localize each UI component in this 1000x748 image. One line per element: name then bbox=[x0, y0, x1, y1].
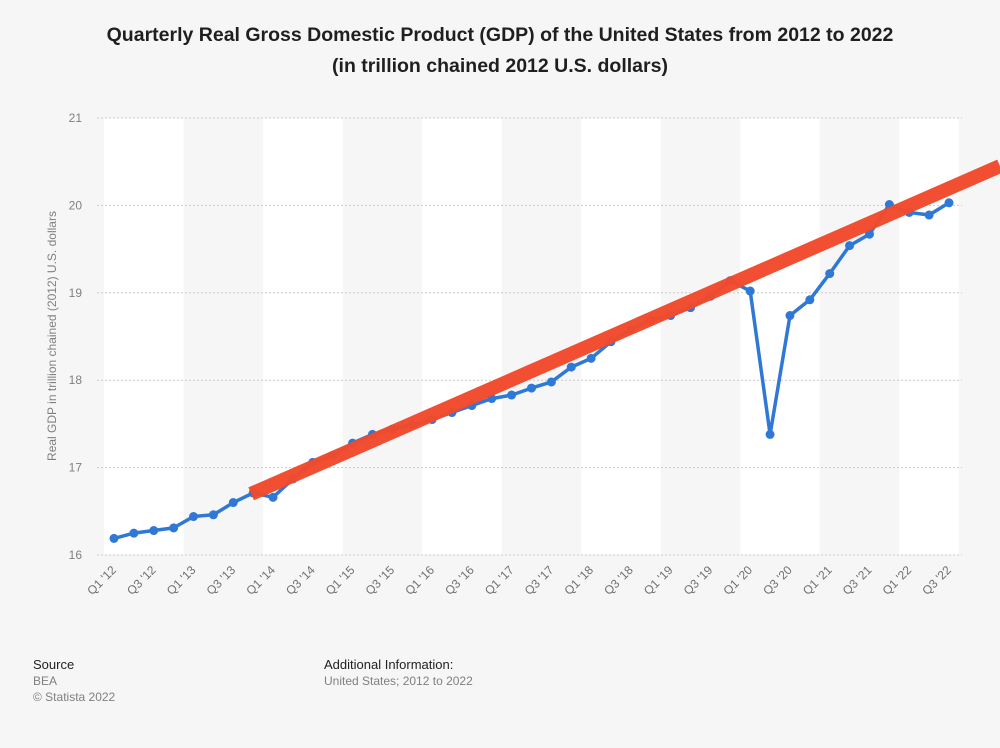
data-point bbox=[149, 526, 159, 536]
additional-info-heading: Additional Information: bbox=[324, 657, 454, 672]
source-block: Source BEA © Statista 2022 bbox=[33, 657, 115, 705]
data-point bbox=[825, 269, 835, 279]
chart-title-line-2: (in trillion chained 2012 U.S. dollars) bbox=[332, 55, 668, 77]
data-point bbox=[169, 523, 179, 533]
data-point bbox=[586, 353, 596, 363]
data-point bbox=[805, 295, 815, 305]
data-point bbox=[527, 383, 536, 393]
x-tick-label: Q1 '19 bbox=[641, 563, 676, 598]
trend-line bbox=[248, 159, 1000, 501]
x-tick-label: Q3 '21 bbox=[840, 563, 875, 598]
x-tick-label: Q1 '22 bbox=[880, 563, 915, 598]
data-point bbox=[208, 510, 218, 520]
y-tick-label: 18 bbox=[69, 373, 83, 387]
x-tick-label: Q3 '17 bbox=[522, 563, 557, 598]
additional-info-value: United States; 2012 to 2022 bbox=[324, 674, 473, 688]
data-point bbox=[785, 311, 795, 321]
data-point bbox=[845, 241, 855, 251]
data-point bbox=[189, 512, 199, 522]
x-tick-label: Q1 '20 bbox=[721, 563, 756, 598]
x-tick-label: Q3 '13 bbox=[204, 563, 239, 598]
x-tick-label: Q1 '17 bbox=[482, 563, 517, 598]
data-point bbox=[924, 210, 934, 220]
data-point bbox=[745, 286, 755, 296]
x-axis-ticks: Q1 '12 Q3 '12 Q1 '13 Q3 '13 Q1 '14 Q3 '14 Q1 '… bbox=[84, 563, 954, 598]
data-point bbox=[864, 229, 874, 239]
x-tick-label: Q1 '18 bbox=[561, 563, 596, 598]
plot-bands bbox=[97, 118, 962, 555]
data-point bbox=[566, 362, 576, 372]
x-tick-label: Q3 '12 bbox=[124, 563, 159, 598]
x-tick-label: Q3 '19 bbox=[681, 563, 716, 598]
additional-info-block: Additional Information: United States; 2… bbox=[324, 657, 473, 689]
x-tick-label: Q1 '15 bbox=[323, 563, 358, 598]
trend-annotation bbox=[248, 159, 1000, 501]
source-value: BEA bbox=[33, 674, 58, 688]
plot-band bbox=[104, 118, 184, 555]
x-tick-label: Q3 '14 bbox=[283, 563, 318, 598]
y-tick-label: 19 bbox=[69, 286, 83, 300]
x-tick-label: Q1 '21 bbox=[800, 563, 835, 598]
x-tick-label: Q3 '18 bbox=[601, 563, 636, 598]
x-tick-label: Q3 '20 bbox=[760, 563, 795, 598]
data-point bbox=[944, 198, 954, 208]
x-tick-label: Q3 '15 bbox=[363, 563, 398, 598]
x-tick-label: Q1 '14 bbox=[243, 563, 278, 598]
data-point bbox=[268, 492, 278, 502]
y-tick-label: 21 bbox=[69, 111, 83, 125]
y-axis-label: Real GDP in trillion chained (2012) U.S.… bbox=[45, 211, 59, 461]
y-tick-label: 16 bbox=[69, 548, 83, 562]
x-tick-label: Q3 '22 bbox=[919, 563, 954, 598]
source-heading: Source bbox=[33, 657, 75, 672]
y-tick-label: 17 bbox=[69, 461, 83, 475]
data-point bbox=[765, 429, 775, 439]
data-point bbox=[507, 390, 517, 400]
data-point bbox=[228, 498, 238, 508]
data-point bbox=[546, 377, 556, 387]
x-tick-label: Q1 '12 bbox=[84, 563, 119, 598]
plot-background bbox=[97, 118, 962, 555]
data-point bbox=[129, 528, 139, 538]
chart-title: Quarterly Real Gross Domestic Product (G… bbox=[0, 20, 1000, 82]
plot-band bbox=[422, 118, 502, 555]
y-axis-ticks: 16 17 18 19 20 21 bbox=[69, 111, 83, 562]
x-tick-label: Q3 '16 bbox=[442, 563, 477, 598]
plot-band bbox=[740, 118, 820, 555]
chart-title-line-1: Quarterly Real Gross Domestic Product (G… bbox=[106, 24, 894, 46]
y-tick-label: 20 bbox=[69, 198, 83, 212]
copyright-text: © Statista 2022 bbox=[33, 690, 116, 704]
x-tick-label: Q1 '13 bbox=[164, 563, 199, 598]
data-point bbox=[109, 533, 119, 543]
gridlines bbox=[97, 117, 962, 556]
x-tick-label: Q1 '16 bbox=[402, 563, 437, 598]
